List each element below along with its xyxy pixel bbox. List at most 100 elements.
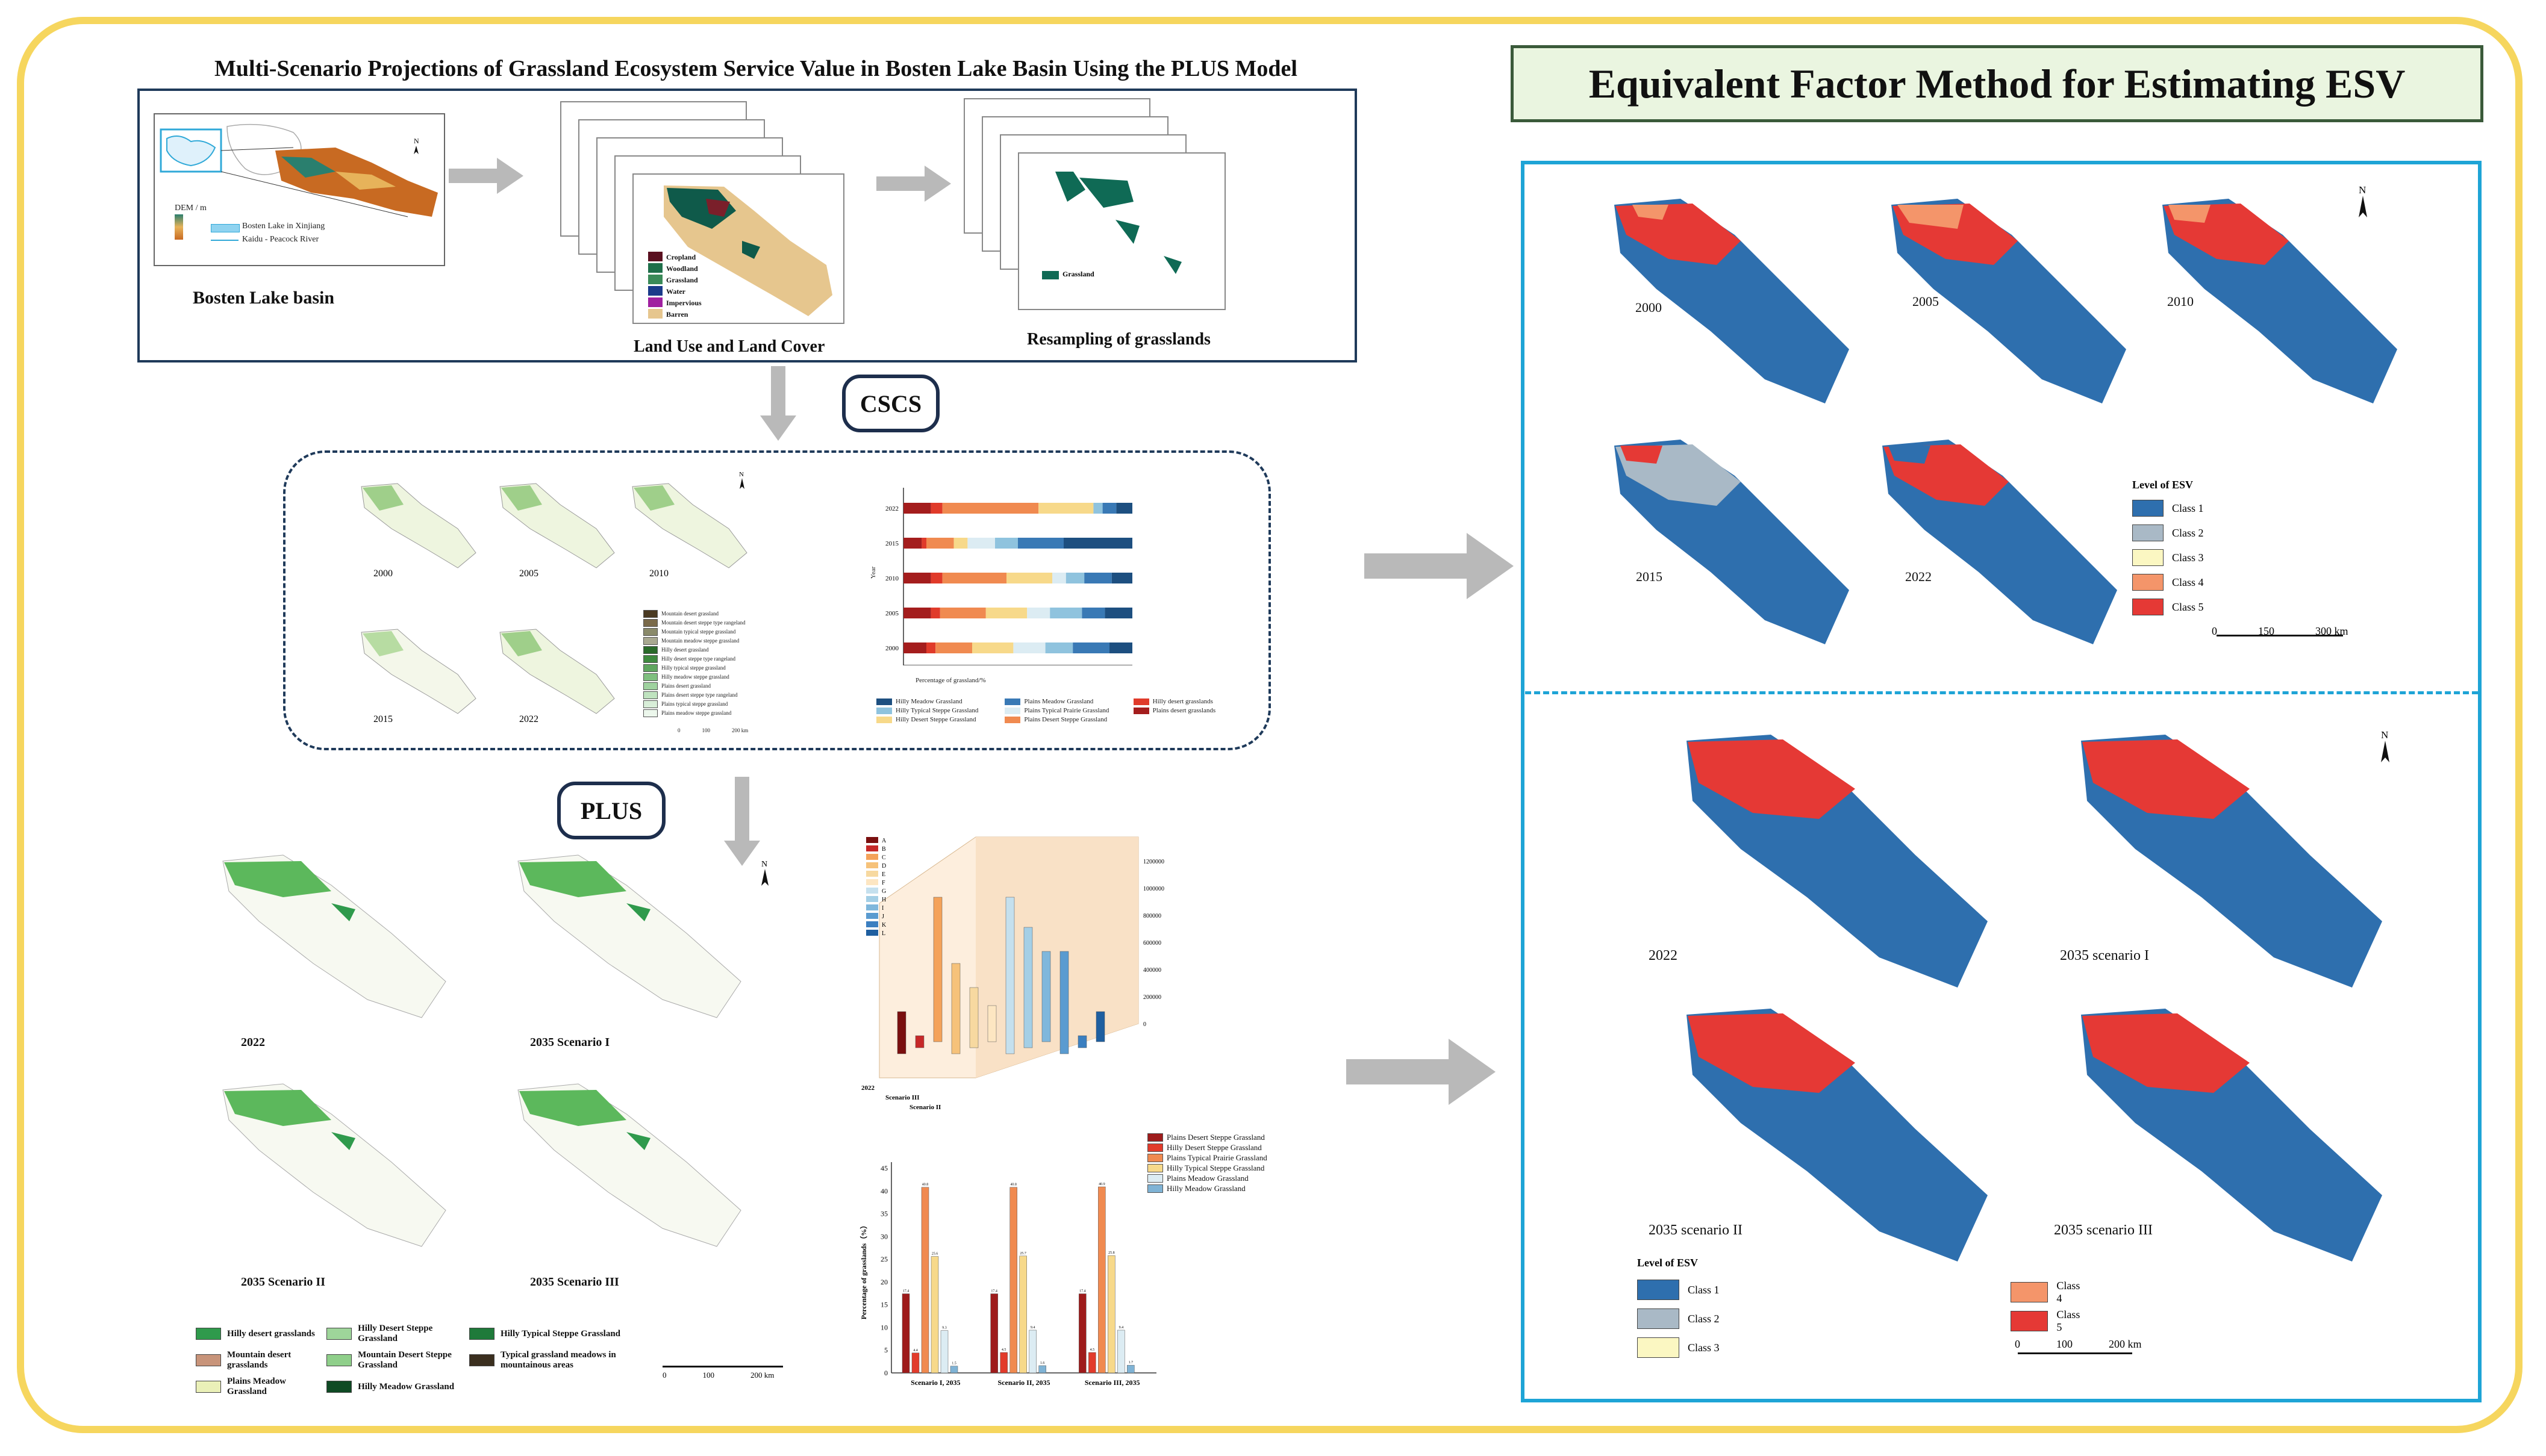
scale-200: 200 km — [750, 1370, 775, 1380]
north-arrow-icon: N — [2359, 184, 2367, 217]
esv-map-s2 — [1662, 1003, 2000, 1268]
scale-0: 0 — [2212, 625, 2217, 637]
gbar-legend: Plains Desert Steppe Grassland Hilly Dese… — [1147, 1132, 1267, 1193]
hbar-year-label: 2022 — [885, 505, 899, 512]
cscs-legend-label: Mountain desert grassland — [661, 611, 719, 617]
esv-map-2022 — [1864, 434, 2129, 650]
hbar-segment — [940, 608, 986, 618]
plus-map-s3 — [506, 1078, 759, 1252]
esv-legend-title: Level of ESV — [2132, 479, 2193, 491]
cscs-panel — [283, 450, 1271, 750]
cscs-legend-label: Plains meadow steppe grassland — [661, 710, 732, 716]
lulc-legend-cropland: Cropland — [666, 253, 696, 261]
gbar-ytick: 0 — [884, 1369, 888, 1377]
esv-bottom-scale-line — [2018, 1352, 2132, 1354]
bar3d-bar — [987, 1005, 997, 1042]
lulc-legend-woodland: Woodland — [666, 264, 698, 273]
bar3d-legend-label: K — [882, 922, 887, 929]
cscs-legend-item: Plains typical steppe grassland — [643, 700, 745, 709]
hbar-segment — [903, 608, 931, 618]
hbar-segment — [903, 642, 926, 653]
gbar-ylabel: Percentage of grasslands（%） — [859, 1222, 868, 1319]
cscs-map-2005 — [494, 481, 620, 571]
gbar-legend-swatch — [1147, 1184, 1163, 1193]
gbar-category-label: Scenario III, 2035 — [1085, 1378, 1140, 1387]
bar3d-ytick: 200000 — [1143, 994, 1161, 1001]
gbar-bar — [1108, 1255, 1115, 1374]
esv-legend-item: Class 4 — [2132, 574, 2204, 591]
scale-0: 0 — [663, 1370, 667, 1380]
north-arrow-icon: N — [739, 471, 744, 489]
hbar-segment — [1050, 608, 1082, 618]
resample-map-graphic — [1055, 172, 1182, 274]
plus-legend-swatch — [326, 1381, 352, 1393]
esv-panel — [1521, 161, 2482, 1402]
cscs-legend: Mountain desert grassland Mountain desert… — [643, 609, 745, 718]
esv-legend-item: Class 3 — [1637, 1337, 1720, 1358]
gbar-ytick: 25 — [881, 1255, 888, 1263]
gbar-value-label: 9.4 — [1119, 1326, 1124, 1330]
bar3d-legend-label: C — [882, 854, 886, 861]
arrow-right-icon — [876, 166, 951, 202]
water-swatch — [648, 286, 663, 296]
hbar-segment — [942, 573, 1006, 583]
bar3d-bar — [951, 963, 961, 1054]
hbar-legend-swatch — [1005, 708, 1021, 714]
cscs-legend-item: Hilly meadow steppe grassland — [643, 673, 745, 682]
gbar-bar — [911, 1352, 920, 1374]
gbar-value-label: 9.3 — [942, 1327, 947, 1330]
esv-map-s1 — [2057, 729, 2394, 994]
hbar-segment — [1052, 573, 1066, 583]
cscs-legend-swatch — [643, 682, 658, 690]
gbar-legend-label: Plains Typical Prairie Grassland — [1167, 1153, 1267, 1162]
hbar-legend-item: Hilly Desert Steppe Grassland — [876, 715, 1005, 724]
hbar-legend-item: Plains Typical Prairie Grassland — [1005, 706, 1133, 715]
esv-map-2010 — [2144, 193, 2409, 409]
gbar-value-label: 40.9 — [1099, 1183, 1105, 1186]
cscs-legend-swatch — [643, 628, 658, 636]
esv-top-scale: 0 150 300 km — [2212, 625, 2348, 638]
bar3d-bar — [897, 1011, 906, 1054]
plus-legend-label: Plains Meadow Grassland — [227, 1377, 286, 1396]
gbar-legend-item: Plains Meadow Grassland — [1147, 1173, 1267, 1183]
esv-legend-swatch — [1637, 1308, 1679, 1329]
bosten-lake-swatch — [211, 224, 240, 232]
plus-legend-label: Hilly Desert Steppe Grassland — [358, 1324, 433, 1343]
lulc-legend-impervious: Impervious — [666, 299, 702, 307]
esv-legend-label: Class 3 — [1688, 1341, 1720, 1354]
cscs-legend-swatch — [643, 637, 658, 645]
cscs-year-2010: 2010 — [649, 568, 669, 579]
esv-map-s3-label: 2035 scenario III — [2054, 1222, 2153, 1238]
plus-legend-swatch — [469, 1354, 495, 1366]
gbar-bar — [1000, 1352, 1008, 1374]
cscs-legend-label: Mountain desert steppe type rangeland — [661, 620, 746, 626]
esv-legend-label: Class 3 — [2172, 551, 2204, 564]
scenario-grouped-bar-chart: 0 5 10 15 20 25 30 35 40 45 Percentage of grasslan… — [859, 1162, 1156, 1387]
plus-map-s1-label: 2035 Scenario I — [530, 1036, 610, 1049]
esv-legend-item: Class 2 — [1637, 1308, 1720, 1329]
hbar-segment — [903, 573, 931, 583]
esv-map-s2-label: 2035 scenario II — [1649, 1222, 1743, 1238]
esv-legend-item: Class 1 — [2132, 500, 2204, 517]
plus-scale-line — [663, 1366, 783, 1367]
bar3d-bar — [1005, 897, 1015, 1054]
hbar-legend-swatch — [1133, 698, 1149, 705]
cscs-scale-bar: 0 100 200 km — [678, 727, 748, 733]
hbar-segment — [926, 642, 936, 653]
cscs-legend-item: Mountain typical steppe grassland — [643, 627, 745, 636]
gbar-value-label: 25.7 — [1020, 1252, 1026, 1255]
lulc-legend-labels: Cropland Woodland Grassland Water Imperv… — [666, 252, 702, 320]
hbar-segment — [1082, 608, 1105, 618]
river-legend: Kaidu - Peacock River — [242, 235, 319, 244]
lulc-label: Land Use and Land Cover — [634, 337, 825, 356]
bar3d-legend-swatch — [866, 837, 878, 843]
plus-legend-label: Hilly desert grasslands — [227, 1328, 315, 1339]
bar3d-legend-swatch — [866, 879, 878, 885]
esv-legend-item: Class 4 — [2011, 1280, 2085, 1305]
gbar-legend-label: Plains Meadow Grassland — [1167, 1174, 1249, 1183]
hbar-segment — [972, 642, 1014, 653]
river-swatch — [211, 240, 239, 241]
plus-legend-item: Hilly Desert Steppe Grassland — [326, 1324, 469, 1344]
esv-year-2022: 2022 — [1905, 569, 1932, 584]
esv-divider — [1525, 691, 2478, 694]
